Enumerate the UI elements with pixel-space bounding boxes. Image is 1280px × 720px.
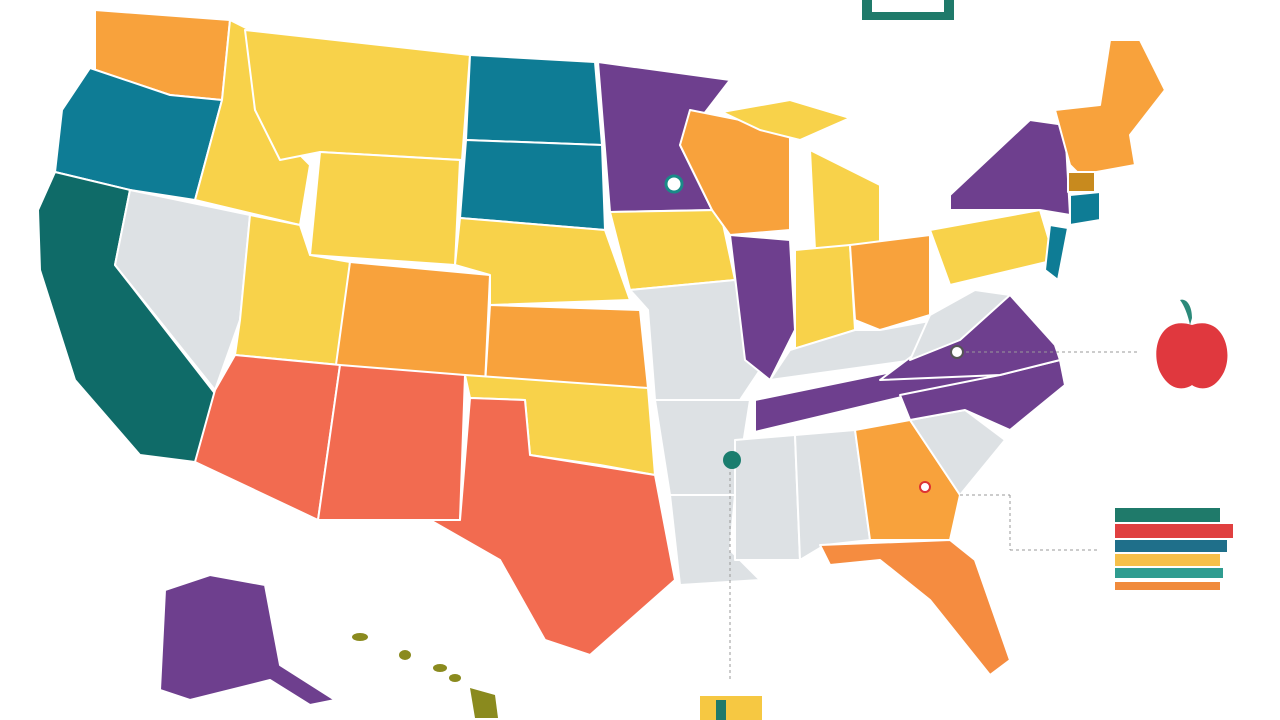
state <box>159 574 336 706</box>
island <box>449 674 461 682</box>
state <box>194 354 341 521</box>
states <box>37 9 1166 706</box>
state <box>721 99 851 141</box>
apple-leaf <box>1180 299 1192 325</box>
state <box>929 209 1056 286</box>
state <box>1067 171 1096 193</box>
state <box>729 234 796 381</box>
books-icon <box>1115 508 1233 590</box>
box-stripe <box>716 700 726 720</box>
island <box>470 688 498 718</box>
state <box>734 434 801 561</box>
island <box>433 664 447 672</box>
marker <box>664 174 684 194</box>
book <box>1115 524 1233 538</box>
bottom-icon <box>700 696 762 720</box>
state <box>794 429 871 561</box>
marker <box>723 451 741 469</box>
state <box>244 29 471 161</box>
state <box>465 54 603 146</box>
decorations <box>352 0 1233 720</box>
box <box>700 696 762 720</box>
state <box>669 494 761 586</box>
book <box>1115 554 1220 566</box>
apple-icon <box>1156 299 1228 389</box>
state <box>849 234 931 331</box>
marker <box>919 481 931 493</box>
state <box>317 364 466 521</box>
marker <box>950 345 964 359</box>
state <box>459 139 606 231</box>
state <box>949 119 1071 216</box>
state <box>54 67 223 201</box>
state <box>1054 39 1166 176</box>
state <box>819 539 1011 676</box>
book <box>1115 540 1227 552</box>
state <box>379 397 676 656</box>
book <box>1115 568 1223 578</box>
state <box>854 419 961 541</box>
apple <box>1156 323 1228 389</box>
state <box>114 189 251 391</box>
top-icon-inner <box>872 0 944 12</box>
hawaii <box>352 633 498 718</box>
state <box>484 304 649 389</box>
state <box>1069 191 1101 226</box>
state <box>309 151 461 266</box>
state <box>909 289 1011 361</box>
island <box>352 633 368 641</box>
book <box>1115 508 1220 522</box>
state <box>809 149 881 251</box>
island <box>399 650 411 660</box>
book <box>1115 582 1220 590</box>
state <box>1044 224 1069 281</box>
state <box>609 209 736 291</box>
